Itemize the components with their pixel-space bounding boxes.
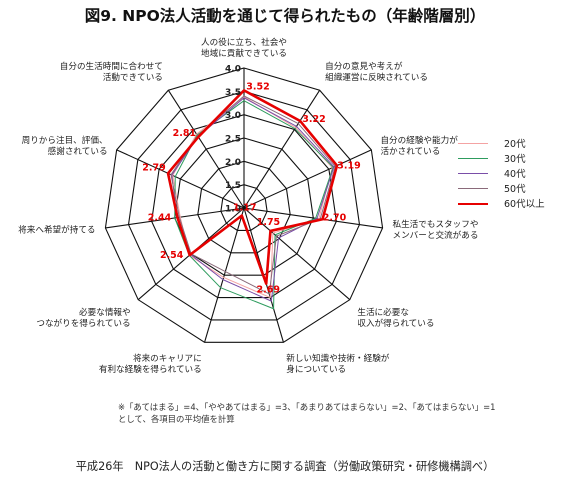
legend-item: 30代 xyxy=(458,151,568,166)
tick-label: 2.0 xyxy=(225,158,241,168)
axis-label: 将来のキャリアに有利な経験を得られている xyxy=(99,353,202,375)
grid-ring xyxy=(197,160,291,254)
note: ※「あてはまる」=4、「ややあてはまる」=3、「あまりあてはまらない」=2、「あ… xyxy=(118,401,495,425)
grid-ring xyxy=(220,184,268,231)
tick-label: 3.0 xyxy=(225,111,241,121)
axis-label: 人の役に立ち、社会や地域に貢献できている xyxy=(201,36,287,59)
legend-swatch xyxy=(458,188,488,189)
value-label: 2.70 xyxy=(323,212,347,223)
grid-spoke xyxy=(167,89,245,209)
legend-item: 40代 xyxy=(458,166,568,181)
legend-label: 20代 xyxy=(504,139,526,150)
grid-ring xyxy=(151,114,337,299)
legend: 20代 30代 40代 50代 60代以上 xyxy=(458,136,568,211)
tick-label: 1.5 xyxy=(225,181,241,191)
value-label: 2.44 xyxy=(148,213,172,224)
legend-swatch xyxy=(458,158,488,159)
radar-labels: 1.0 1.5 2.0 2.5 3.0 3.5 4.0 3.52 3.22 3.19 2.70 1.7… xyxy=(18,36,478,375)
source-citation: 平成26年 NPO法人の活動と働き方に関する調査（労働政策研究・研修機構調べ） xyxy=(75,460,495,473)
grid-spoke xyxy=(116,149,245,209)
grid-spoke xyxy=(243,149,372,209)
value-label: 2.79 xyxy=(142,162,165,173)
legend-label: 40代 xyxy=(504,169,526,180)
radar-series xyxy=(166,89,339,310)
grid-spoke xyxy=(243,207,383,229)
legend-label: 30代 xyxy=(504,154,526,165)
legend-item: 60代以上 xyxy=(458,196,568,211)
legend-item: 20代 xyxy=(458,136,568,151)
tick-label: 4.0 xyxy=(225,65,241,75)
value-label: 3.52 xyxy=(246,81,269,92)
series-line-60代以上 xyxy=(166,89,339,285)
grid-spoke xyxy=(243,207,351,301)
legend-item: 50代 xyxy=(458,181,568,196)
tick-label: 1.0 xyxy=(225,205,241,215)
series-line-30代 xyxy=(174,100,334,310)
axis-label: 将来へ希望が持てる xyxy=(18,223,95,235)
value-label: 3.19 xyxy=(337,161,360,172)
note-line-2: として、各項目の平均値を計算 xyxy=(118,414,235,424)
value-label: 3.22 xyxy=(302,114,325,125)
legend-swatch xyxy=(458,143,488,144)
axis-label: 自分の意見や考えが組織運営に反映されている xyxy=(325,60,428,83)
value-label: 2.81 xyxy=(173,128,196,139)
legend-swatch xyxy=(458,203,488,205)
grid-ring xyxy=(104,67,384,343)
grid-ring xyxy=(174,137,314,276)
series-line-20代 xyxy=(172,96,333,299)
series-line-50代 xyxy=(170,95,336,295)
legend-label: 60代以上 xyxy=(504,199,545,210)
axis-label: 自分の経験や能力が活かされている xyxy=(380,134,458,157)
value-label: 1.17 xyxy=(233,203,256,214)
grid-spoke xyxy=(243,89,321,209)
axis-label: 新しい知識や技術・経験が身についている xyxy=(286,352,390,375)
axis-label: 必要な情報やつながりを得られている xyxy=(36,306,130,329)
tick-label: 3.5 xyxy=(225,88,241,98)
value-label: 2.54 xyxy=(160,250,184,261)
grid-ring xyxy=(127,90,361,321)
radar-grid xyxy=(104,67,384,343)
value-label: 1.75 xyxy=(257,217,280,228)
tick-label: 2.5 xyxy=(225,135,241,145)
value-label: 2.69 xyxy=(256,285,279,296)
axis-label: 私生活でもスタッフやメンバーと交流がある xyxy=(392,218,478,241)
note-line-1: ※「あてはまる」=4、「ややあてはまる」=3、「あまりあてはまらない」=2、「あ… xyxy=(118,402,496,412)
legend-swatch xyxy=(458,173,488,174)
axis-label: 自分の生活時間に合わせて活動できている xyxy=(60,60,163,83)
axis-label: 周りから注目、評価、感謝されている xyxy=(22,134,108,157)
grid-spoke xyxy=(204,207,245,343)
chart-title: 図9. NPO法人活動を通じて得られたもの（年齢階層別） xyxy=(84,7,486,25)
legend-label: 50代 xyxy=(504,184,526,195)
axis-label: 生活に必要な収入が得られている xyxy=(357,306,434,329)
series-line-40代 xyxy=(171,97,335,302)
